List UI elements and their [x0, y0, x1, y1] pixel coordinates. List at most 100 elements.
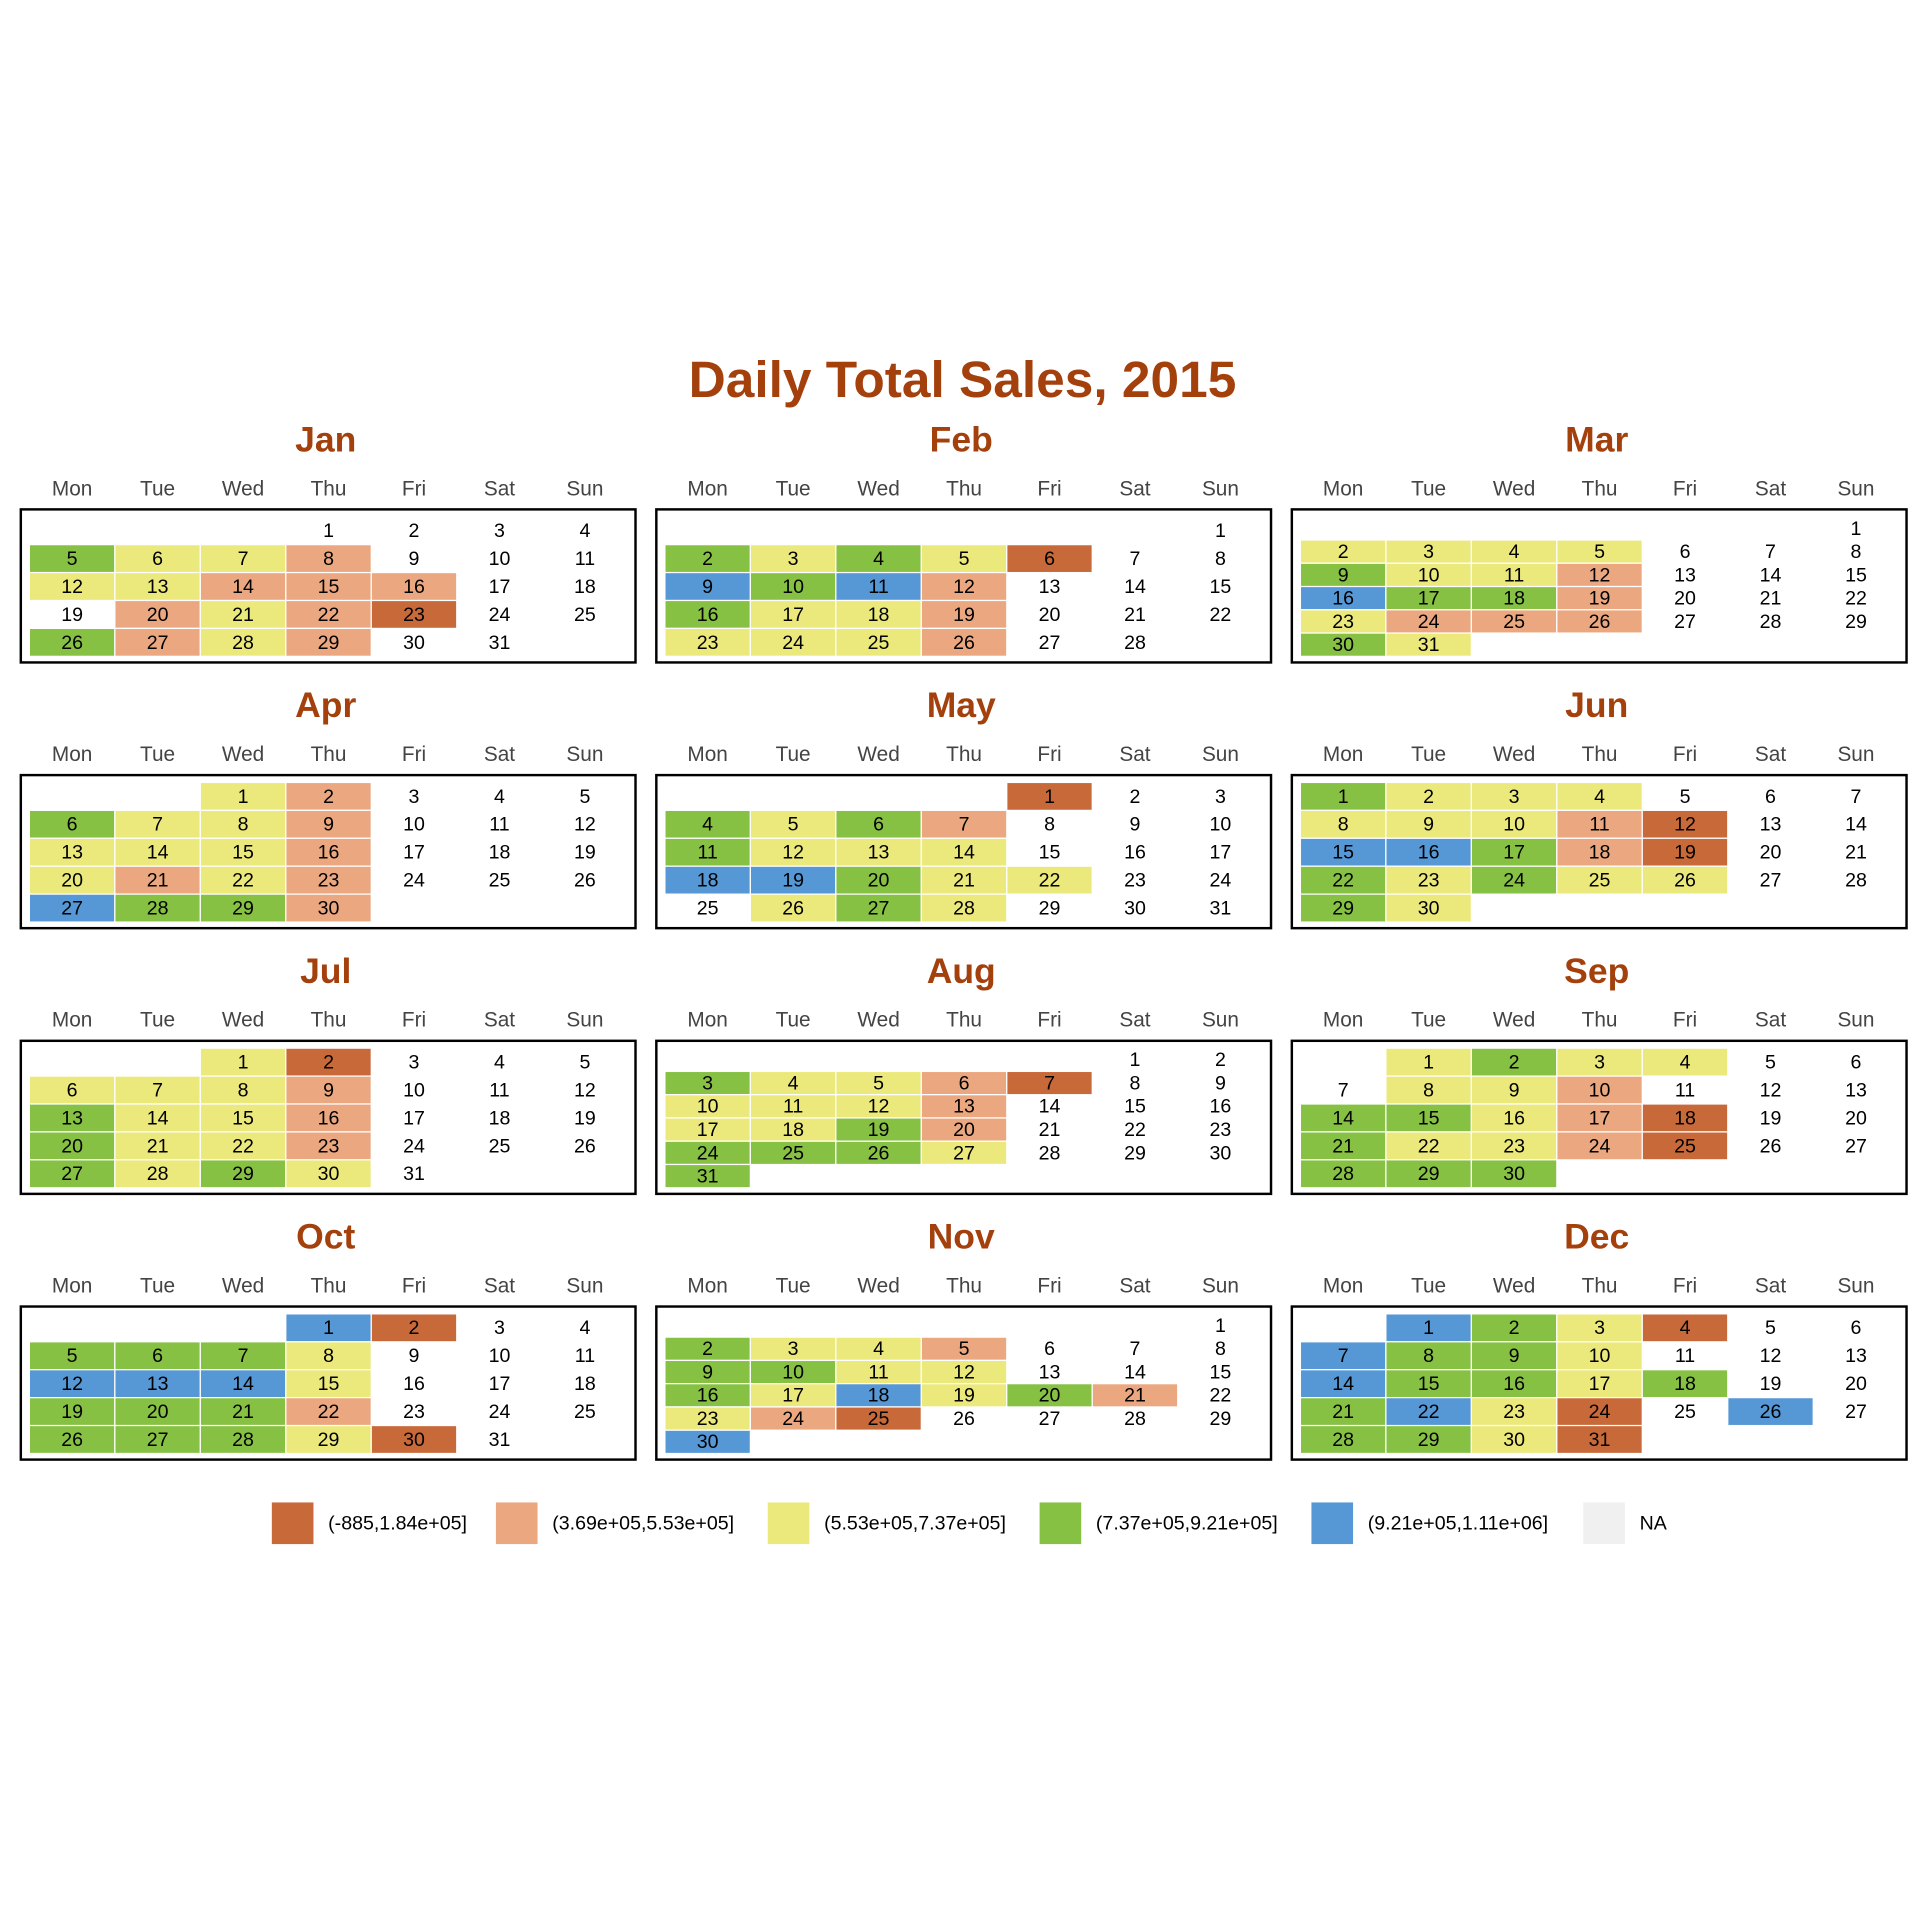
day-number: 9	[1338, 564, 1349, 586]
day-cell	[1470, 1159, 1558, 1189]
day-number: 18	[782, 1119, 804, 1141]
day-number: 24	[1210, 870, 1232, 892]
day-number: 22	[232, 870, 254, 892]
day-number: 21	[147, 870, 169, 892]
day-number: 4	[1509, 541, 1520, 563]
day-number: 28	[953, 897, 975, 919]
day-number: 3	[1423, 541, 1434, 563]
day-number: 29	[1039, 897, 1061, 919]
day-number: 2	[1215, 1049, 1226, 1071]
day-number: 9	[702, 576, 713, 598]
day-number: 2	[409, 520, 420, 542]
day-number: 13	[1760, 814, 1782, 836]
weekday-label: Tue	[1411, 477, 1446, 500]
day-cell	[749, 809, 837, 839]
day-cell	[835, 599, 922, 630]
day-number: 1	[1044, 786, 1055, 808]
weekday-label: Sat	[1755, 477, 1786, 500]
day-number: 27	[147, 1429, 169, 1451]
day-cell	[835, 1406, 922, 1431]
day-number: 22	[1124, 1119, 1146, 1141]
day-number: 26	[953, 1408, 975, 1430]
day-number: 13	[147, 1373, 169, 1395]
day-number: 28	[1124, 632, 1146, 654]
day-number: 23	[697, 632, 719, 654]
day-number: 5	[579, 1052, 590, 1074]
day-cell	[285, 893, 372, 923]
day-number: 13	[953, 1096, 975, 1118]
day-number: 9	[409, 1345, 420, 1367]
legend-swatch	[495, 1502, 538, 1545]
day-number: 27	[147, 632, 169, 654]
day-number: 26	[61, 632, 83, 654]
day-number: 25	[1503, 611, 1525, 633]
day-cell	[1006, 544, 1093, 574]
day-number: 14	[953, 842, 975, 864]
day-cell	[28, 571, 116, 602]
day-number: 9	[409, 548, 420, 570]
day-number: 11	[575, 548, 595, 570]
day-number: 11	[1675, 1079, 1695, 1101]
day-cell	[199, 1341, 287, 1371]
day-number: 3	[702, 1072, 713, 1094]
day-number: 19	[61, 604, 83, 626]
day-cell	[1641, 1103, 1729, 1133]
day-number: 16	[318, 1107, 340, 1129]
day-number: 12	[1760, 1345, 1782, 1367]
day-number: 14	[147, 1107, 169, 1129]
day-cell	[1556, 1369, 1643, 1399]
day-number: 21	[1124, 604, 1146, 626]
day-number: 25	[1674, 1401, 1696, 1423]
weekday-label: Thu	[311, 1009, 347, 1032]
day-number: 6	[1851, 1317, 1862, 1339]
day-number: 23	[403, 604, 425, 626]
month-box	[655, 1039, 1273, 1196]
day-number: 27	[1039, 632, 1061, 654]
weekday-label: Wed	[222, 477, 264, 500]
day-number: 10	[1418, 564, 1440, 586]
day-cell	[749, 865, 837, 895]
day-cell	[749, 893, 837, 923]
day-number: 10	[489, 1345, 511, 1367]
day-number: 13	[1039, 1361, 1061, 1383]
day-number: 16	[1332, 588, 1354, 610]
day-number: 12	[1674, 814, 1696, 836]
weekday-label: Tue	[140, 1009, 175, 1032]
day-number: 19	[1589, 588, 1611, 610]
day-cell	[1556, 1313, 1643, 1343]
day-number: 26	[574, 1135, 596, 1157]
day-number: 28	[147, 897, 169, 919]
day-cell	[1385, 893, 1472, 923]
day-number: 15	[232, 842, 254, 864]
day-number: 13	[868, 842, 890, 864]
day-number: 16	[403, 1373, 425, 1395]
day-number: 8	[1338, 814, 1349, 836]
day-number: 20	[1039, 604, 1061, 626]
day-number: 25	[697, 897, 719, 919]
day-number: 29	[232, 897, 254, 919]
month-box	[19, 773, 637, 930]
day-number: 10	[403, 814, 425, 836]
day-cell	[1299, 1159, 1387, 1189]
day-cell	[285, 544, 372, 574]
day-number: 11	[868, 576, 888, 598]
weekday-label: Sat	[1119, 1009, 1150, 1032]
day-number: 28	[1760, 611, 1782, 633]
day-cell	[749, 571, 837, 602]
day-number: 27	[953, 1142, 975, 1164]
month-title: Apr	[295, 685, 356, 725]
weekday-label: Tue	[776, 1274, 811, 1297]
day-number: 4	[1594, 786, 1605, 808]
day-number: 18	[489, 1107, 511, 1129]
day-cell	[1641, 865, 1729, 895]
weekday-label: Tue	[1411, 1009, 1446, 1032]
day-cell	[1299, 1131, 1387, 1161]
day-number: 25	[868, 632, 890, 654]
day-number: 26	[574, 870, 596, 892]
weekday-label: Wed	[1493, 1009, 1535, 1032]
day-number: 23	[403, 1401, 425, 1423]
day-number: 5	[959, 548, 970, 570]
weekday-label: Mon	[687, 1274, 727, 1297]
day-number: 1	[1215, 1315, 1226, 1337]
day-number: 2	[702, 548, 713, 570]
